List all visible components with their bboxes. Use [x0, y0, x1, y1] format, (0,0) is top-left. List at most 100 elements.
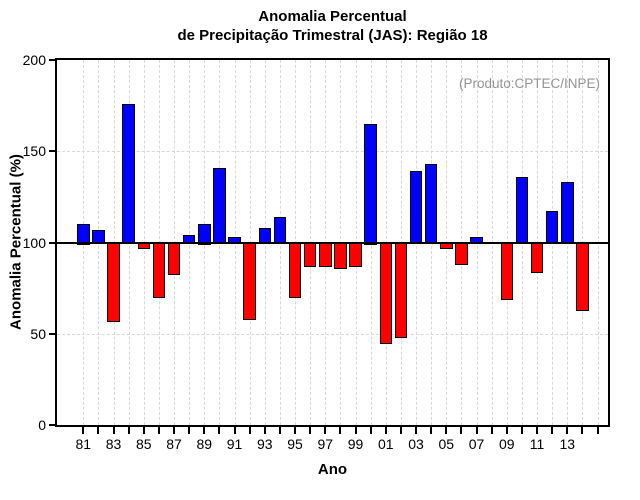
- x-axis-tick: [490, 427, 493, 434]
- x-axis-tick: [551, 427, 554, 434]
- x-tick-label: 13: [559, 436, 576, 452]
- bar-14: [576, 241, 589, 312]
- bar-94: [273, 216, 287, 245]
- x-axis-tick: [188, 427, 191, 434]
- x-axis-tick: [294, 427, 297, 434]
- bar-07: [470, 237, 483, 245]
- x-axis-tick: [263, 427, 266, 434]
- x-tick-label: 95: [287, 436, 303, 452]
- x-axis-tick: [415, 427, 418, 434]
- x-axis-tick: [278, 427, 281, 434]
- x-axis-tick: [157, 427, 160, 434]
- x-axis-tick: [173, 427, 176, 434]
- x-tick-label: 01: [378, 436, 394, 452]
- x-axis-tick: [460, 427, 463, 434]
- bar-96: [303, 241, 317, 268]
- x-axis-tick: [218, 427, 221, 434]
- bar-93: [258, 227, 272, 245]
- x-tick-label: 81: [75, 436, 92, 452]
- plot-area: [57, 60, 608, 425]
- x-axis-tick: [324, 427, 327, 434]
- bar-82: [92, 229, 105, 245]
- y-tick-label: 0: [38, 417, 46, 433]
- bar-86: [152, 241, 166, 299]
- x-axis-tick: [203, 427, 206, 434]
- x-axis-tick: [248, 427, 251, 434]
- x-tick-label: 09: [499, 436, 515, 452]
- x-axis-tick: [142, 427, 145, 434]
- x-axis-title: Ano: [317, 461, 348, 478]
- x-tick-label: 99: [347, 436, 364, 452]
- x-axis-tick: [430, 427, 433, 434]
- horizontal-gridline: [57, 151, 608, 153]
- x-axis-tick: [354, 427, 357, 434]
- x-tick-label: 11: [529, 436, 545, 452]
- x-tick-label: 97: [317, 436, 334, 452]
- bar-83: [107, 241, 120, 322]
- x-axis-tick: [82, 427, 85, 434]
- y-tick-label: 50: [30, 325, 46, 342]
- bar-01: [379, 241, 393, 344]
- bar-99: [349, 241, 362, 268]
- chart-title-line2: de Precipitação Trimestral (JAS): Região…: [177, 27, 488, 44]
- x-tick-label: 89: [196, 436, 213, 452]
- x-axis-tick: [566, 427, 569, 434]
- bar-87: [167, 241, 181, 275]
- x-tick-label: 85: [136, 436, 152, 452]
- x-tick-label: 05: [438, 436, 455, 452]
- x-tick-label: 87: [166, 436, 182, 452]
- y-axis-tick: [49, 150, 55, 153]
- bar-03: [409, 171, 423, 245]
- y-axis-tick: [49, 241, 55, 244]
- bar-84: [122, 103, 135, 245]
- x-axis-tick: [97, 427, 100, 434]
- y-tick-label: 150: [22, 143, 46, 160]
- bar-91: [228, 237, 241, 245]
- bar-09: [500, 241, 514, 301]
- x-axis-tick: [127, 427, 130, 434]
- x-axis-tick: [369, 427, 372, 434]
- chart-title: Anomalia Percentual de Precipitação Trim…: [57, 7, 608, 45]
- bar-02: [394, 241, 408, 339]
- bar-97: [319, 241, 332, 268]
- bar-90: [213, 167, 226, 245]
- x-axis-tick: [581, 427, 584, 434]
- y-tick-label: 100: [22, 234, 46, 251]
- x-axis-tick: [475, 427, 478, 434]
- y-tick-label: 200: [22, 52, 46, 68]
- x-axis-tick: [536, 427, 539, 434]
- product-annotation: (Produto:CPTEC/INPE): [458, 76, 600, 91]
- bar-00: [364, 123, 377, 245]
- bar-98: [334, 241, 347, 270]
- baseline-100: [57, 241, 608, 244]
- x-tick-label: 93: [257, 436, 273, 452]
- bar-95: [288, 241, 302, 299]
- x-axis-tick: [309, 427, 312, 434]
- y-axis-tick: [49, 332, 55, 335]
- x-axis-tick: [233, 427, 236, 434]
- x-tick-label: 03: [408, 436, 424, 452]
- bar-88: [182, 235, 196, 245]
- x-axis-tick: [520, 427, 523, 434]
- bar-13: [561, 182, 574, 245]
- x-axis-tick: [445, 427, 448, 434]
- horizontal-gridline: [57, 333, 608, 335]
- x-axis-tick: [112, 427, 115, 434]
- x-tick-label: 07: [468, 436, 485, 452]
- bar-06: [455, 241, 468, 266]
- y-axis-tick: [49, 59, 55, 61]
- bar-89: [198, 224, 211, 245]
- y-axis-tick: [49, 424, 55, 426]
- bar-10: [515, 176, 529, 245]
- chart-title-line1: Anomalia Percentual: [258, 8, 407, 25]
- x-axis-tick: [505, 427, 508, 434]
- bar-81: [77, 224, 90, 245]
- bar-04: [424, 164, 438, 245]
- x-tick-label: 83: [105, 436, 122, 452]
- bar-92: [243, 241, 256, 321]
- x-axis-tick: [399, 427, 402, 434]
- x-axis-tick: [384, 427, 387, 434]
- x-axis-tick: [339, 427, 342, 434]
- x-tick-label: 91: [226, 436, 243, 452]
